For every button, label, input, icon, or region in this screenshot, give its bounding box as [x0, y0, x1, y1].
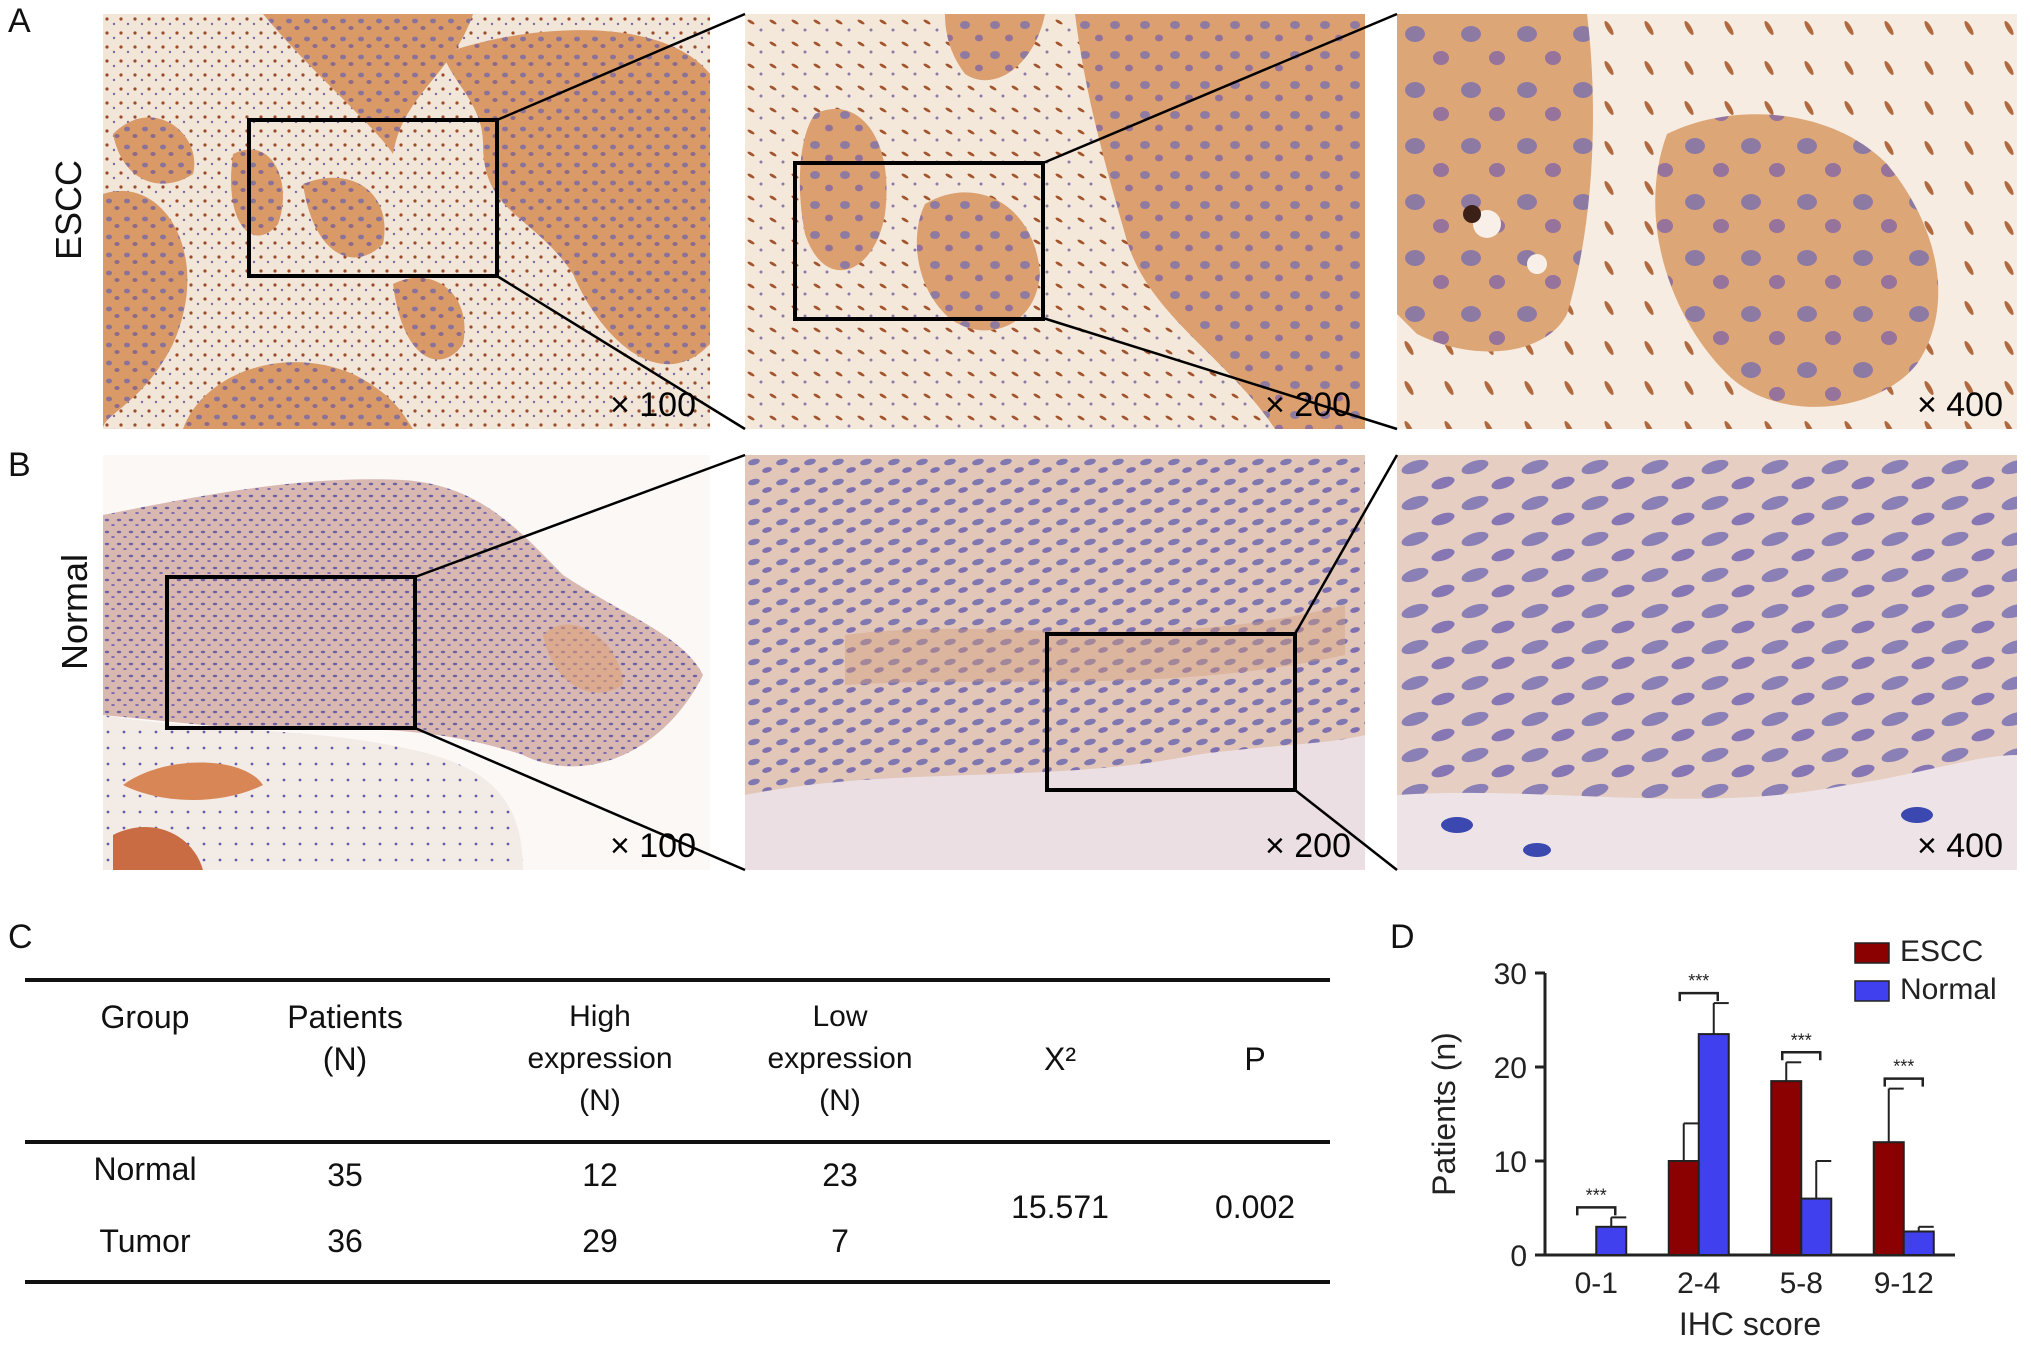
- zoom-box-a1: [247, 118, 499, 278]
- significance-bracket: [1576, 1206, 1617, 1216]
- row-normal-patients: 35: [327, 1157, 363, 1193]
- header-low-line1: Low: [812, 1000, 868, 1033]
- row-normal-low: 23: [822, 1157, 858, 1193]
- y-tick-label: 20: [1494, 1052, 1527, 1085]
- bar-escc-2-4: [1667, 1160, 1700, 1256]
- header-high-line1: High: [569, 1000, 631, 1033]
- x-tick-label: 0-1: [1575, 1267, 1618, 1300]
- micrograph-normal-400x: × 400: [1397, 455, 2017, 870]
- x-tick-label: 2-4: [1677, 1267, 1720, 1300]
- row-label-normal: Normal: [54, 553, 95, 670]
- header-p-value: P: [1244, 1041, 1266, 1077]
- significance-marker: ***: [1688, 971, 1709, 991]
- header-patients-line2: (N): [322, 1041, 368, 1077]
- tissue-image: [745, 455, 1365, 870]
- x-tick-label: 9-12: [1874, 1267, 1934, 1300]
- bar-escc-5-8: [1770, 1080, 1803, 1256]
- table-bottom-rule: [25, 1280, 1330, 1284]
- magnification-label: × 200: [1264, 827, 1351, 865]
- header-high-line2: expression: [527, 1042, 673, 1075]
- bar-normal-0-1: [1595, 1225, 1628, 1256]
- header-chi-square: X²: [1044, 1041, 1076, 1077]
- x-tick-label: 5-8: [1780, 1267, 1823, 1300]
- magnification-label: × 400: [1916, 386, 2003, 424]
- p-value: 0.002: [1214, 1189, 1296, 1225]
- y-tick-label: 10: [1494, 1146, 1527, 1179]
- header-low-expression: Low expression (N): [725, 996, 955, 1122]
- x-axis-label: IHC score: [1679, 1306, 1821, 1342]
- header-high-line3: (N): [579, 1084, 621, 1117]
- zoom-box-b1: [165, 575, 417, 730]
- bar-normal-2-4: [1697, 1033, 1730, 1256]
- magnification-label: × 100: [609, 386, 696, 424]
- significance-marker: ***: [1791, 1030, 1812, 1050]
- table-mid-rule: [25, 1140, 1330, 1144]
- row-tumor-group: Tumor: [99, 1223, 191, 1259]
- header-group: Group: [100, 999, 190, 1035]
- zoom-box-a2: [793, 161, 1045, 321]
- bar-escc-9-12: [1872, 1141, 1905, 1256]
- legend-label-normal: Normal: [1900, 973, 1997, 1006]
- legend-label-escc: ESCC: [1900, 935, 1983, 968]
- row-label-escc: ESCC: [48, 159, 89, 260]
- y-tick-label: 30: [1494, 958, 1527, 991]
- panel-letter-c: C: [8, 918, 33, 956]
- significance-bracket: [1883, 1077, 1924, 1087]
- zoom-box-b2: [1045, 632, 1297, 792]
- tissue-image: [1397, 14, 2017, 429]
- row-normal-group: Normal: [93, 1151, 197, 1187]
- header-low-line3: (N): [819, 1084, 861, 1117]
- ihc-score-bar-chart: 0 10 20 30 Patients (n) *** 0-1 *** 2-4 *** 5-8 ***…: [1426, 935, 1997, 1342]
- significance-bracket: [1678, 991, 1719, 1002]
- header-patients-line1: Patients: [287, 999, 403, 1035]
- legend-swatch-escc: [1854, 942, 1890, 964]
- magnification-label: × 400: [1916, 827, 2003, 865]
- magnification-label: × 200: [1264, 386, 1351, 424]
- significance-marker: ***: [1893, 1057, 1914, 1077]
- bar-normal-5-8: [1800, 1197, 1833, 1257]
- row-tumor-low: 7: [831, 1223, 849, 1259]
- significance-marker: ***: [1586, 1185, 1607, 1205]
- y-tick-label: 0: [1510, 1240, 1527, 1273]
- y-axis-label: Patients (n): [1426, 1032, 1462, 1196]
- tissue-image: [1397, 455, 2017, 870]
- header-low-line2: expression: [767, 1042, 913, 1075]
- micrograph-escc-400x: × 400: [1397, 14, 2017, 429]
- header-patients: Patients (N): [245, 996, 445, 1080]
- row-tumor-patients: 36: [327, 1223, 363, 1259]
- header-high-expression: High expression (N): [485, 996, 715, 1122]
- panel-letter-b: B: [8, 446, 31, 484]
- chi-square-value: 15.571: [1011, 1189, 1109, 1225]
- bar-normal-9-12: [1902, 1230, 1935, 1256]
- legend-swatch-normal: [1854, 980, 1890, 1002]
- panel-letter-d: D: [1390, 918, 1415, 956]
- panel-letter-a: A: [8, 2, 31, 40]
- table-top-rule: [25, 978, 1330, 982]
- row-normal-high: 12: [582, 1157, 618, 1193]
- magnification-label: × 100: [609, 827, 696, 865]
- significance-bracket: [1781, 1051, 1822, 1061]
- row-tumor-high: 29: [582, 1223, 618, 1259]
- micrograph-normal-200x: × 200: [745, 455, 1365, 870]
